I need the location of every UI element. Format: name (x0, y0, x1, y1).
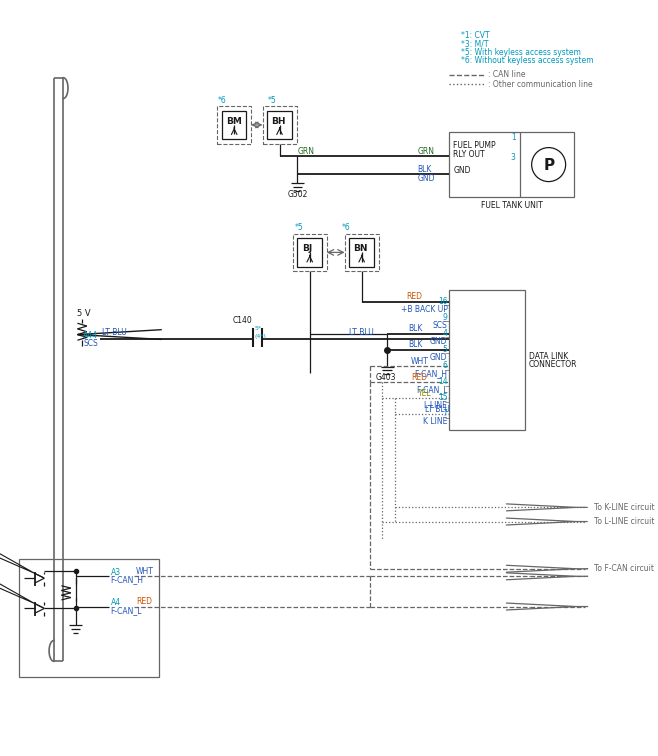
Text: *5: *5 (267, 96, 276, 105)
Bar (449, 290, 525, 430)
Text: 1: 1 (511, 133, 516, 141)
Text: RLY OUT: RLY OUT (453, 150, 485, 159)
Bar (349, 238, 374, 267)
Text: BLK: BLK (408, 324, 422, 333)
Text: To F-CAN circuit: To F-CAN circuit (594, 564, 654, 573)
Text: 5: 5 (443, 345, 447, 354)
Bar (449, 132, 574, 197)
Bar (293, 234, 327, 271)
Text: : CAN line: : CAN line (488, 70, 526, 79)
Text: P: P (544, 158, 555, 173)
Text: C140: C140 (232, 316, 252, 325)
Text: GND: GND (430, 353, 447, 361)
Bar (217, 106, 251, 144)
Bar (267, 111, 291, 139)
Text: SCS: SCS (433, 321, 447, 330)
Text: L-LINE: L-LINE (424, 401, 447, 410)
Text: *5: *5 (295, 223, 303, 232)
Text: *6: *6 (218, 96, 227, 105)
Bar (263, 106, 297, 144)
Text: 14: 14 (438, 377, 447, 386)
Text: BLK: BLK (408, 340, 422, 349)
Text: *3: M/T: *3: M/T (461, 39, 488, 48)
Text: GRN: GRN (417, 147, 434, 156)
Text: LT BLU: LT BLU (349, 328, 374, 337)
Text: *6: *6 (342, 223, 351, 232)
Text: BM: BM (226, 116, 241, 125)
Text: FUEL TANK UNIT: FUEL TANK UNIT (481, 200, 543, 209)
Text: DATA LINK: DATA LINK (529, 352, 568, 361)
Text: GND: GND (417, 174, 435, 183)
Text: LT BLU: LT BLU (425, 404, 449, 414)
Text: 15: 15 (438, 393, 447, 402)
Text: 16: 16 (438, 297, 447, 306)
Text: F-CAN_L: F-CAN_L (111, 606, 142, 615)
Text: YEL: YEL (418, 389, 432, 398)
Text: A3: A3 (111, 568, 120, 577)
Text: WHT: WHT (136, 567, 154, 576)
Text: G502: G502 (288, 191, 309, 200)
Text: A4: A4 (111, 598, 120, 607)
Text: 7: 7 (443, 410, 447, 418)
Text: BH: BH (271, 116, 286, 125)
Text: : Other communication line: : Other communication line (488, 80, 593, 88)
Text: F-CAN_L: F-CAN_L (416, 385, 447, 394)
Text: 4: 4 (443, 329, 447, 338)
Text: BJ: BJ (302, 244, 313, 253)
Text: RED: RED (411, 373, 427, 382)
Text: *5: With keyless access system: *5: With keyless access system (461, 48, 581, 57)
Text: FUEL PUMP: FUEL PUMP (453, 141, 496, 150)
Text: BN: BN (353, 244, 368, 253)
Text: F-CAN_H: F-CAN_H (111, 575, 143, 584)
Bar (345, 234, 378, 271)
Text: F-CAN_H: F-CAN_H (415, 369, 447, 378)
Text: GRN: GRN (297, 147, 315, 156)
Text: A44: A44 (83, 331, 98, 340)
Bar (222, 111, 247, 139)
Text: 3: 3 (511, 153, 516, 163)
Text: GND: GND (453, 166, 470, 175)
Text: GND: GND (430, 336, 447, 345)
Text: (4*): (4*) (255, 334, 267, 339)
Text: CONNECTOR: CONNECTOR (529, 361, 577, 369)
Text: *6: Without keyless access system: *6: Without keyless access system (461, 56, 594, 65)
Text: 9: 9 (443, 313, 447, 322)
Text: 6: 6 (443, 361, 447, 370)
Text: 5*: 5* (255, 327, 262, 331)
Bar (19, 559, 159, 677)
Text: K LINE: K LINE (423, 417, 447, 426)
Text: BLK: BLK (417, 165, 432, 174)
Text: LT BLU: LT BLU (102, 328, 127, 337)
Text: RED: RED (406, 293, 422, 302)
Text: SCS: SCS (83, 339, 98, 348)
Text: WHT: WHT (411, 357, 428, 365)
Text: RED: RED (136, 597, 152, 606)
Text: +B BACK UP: +B BACK UP (401, 305, 447, 314)
Text: To L-LINE circuit: To L-LINE circuit (594, 517, 655, 526)
Text: 5 V: 5 V (78, 309, 91, 318)
Text: *1: CVT: *1: CVT (461, 31, 490, 40)
Text: G403: G403 (376, 373, 396, 383)
Text: To K-LINE circuit: To K-LINE circuit (594, 503, 655, 512)
Bar (297, 238, 322, 267)
